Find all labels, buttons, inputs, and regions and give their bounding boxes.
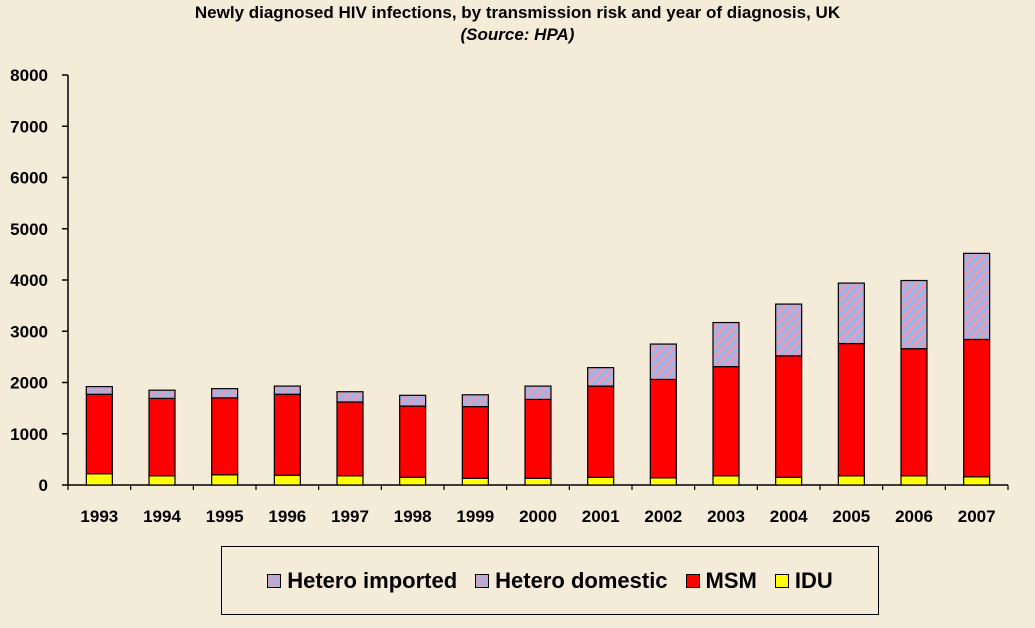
x-tick-label: 1995 bbox=[206, 507, 244, 526]
y-tick-label: 5000 bbox=[10, 220, 48, 239]
chart-subtitle: (Source: HPA) bbox=[460, 25, 575, 44]
bar-msm bbox=[963, 338, 991, 478]
bar-idu bbox=[336, 475, 364, 486]
y-tick-label: 8000 bbox=[10, 66, 48, 85]
y-tick-label: 4000 bbox=[10, 271, 48, 290]
legend-item-hetero-imported: Hetero imported bbox=[267, 568, 457, 594]
y-tick-label: 3000 bbox=[10, 322, 48, 341]
bar-idu bbox=[399, 476, 427, 486]
legend-item-idu: IDU bbox=[774, 567, 833, 594]
bar-idu bbox=[775, 476, 803, 486]
bar-msm bbox=[336, 401, 364, 477]
x-tick-label: 2006 bbox=[895, 507, 933, 526]
x-tick-label: 1997 bbox=[331, 507, 369, 526]
bar-hetero bbox=[837, 282, 865, 345]
y-tick-label: 6000 bbox=[10, 169, 48, 188]
bar-idu bbox=[524, 477, 552, 486]
legend-label: Hetero domestic bbox=[495, 567, 668, 593]
bar-idu bbox=[148, 475, 176, 486]
x-tick-label: 2001 bbox=[582, 507, 620, 526]
y-tick-label: 2000 bbox=[10, 374, 48, 393]
bar-hetero bbox=[85, 386, 113, 395]
x-tick-label: 1998 bbox=[394, 507, 432, 526]
bar-hetero bbox=[211, 388, 239, 399]
bar-idu bbox=[211, 474, 239, 486]
bar-msm bbox=[587, 385, 615, 478]
legend: Hetero imported Hetero domestic MSM IDU bbox=[221, 546, 879, 615]
bar-msm bbox=[837, 342, 865, 477]
legend-swatch-hetero-domestic bbox=[475, 573, 490, 588]
x-tick-label: 2007 bbox=[958, 507, 996, 526]
bar-hetero bbox=[587, 367, 615, 387]
bar-idu bbox=[273, 474, 301, 486]
bar-msm bbox=[712, 366, 740, 477]
bar-hetero bbox=[900, 279, 928, 350]
legend-swatch-idu bbox=[774, 573, 789, 588]
bar-msm bbox=[524, 398, 552, 479]
bar-msm bbox=[273, 393, 301, 476]
bar-hetero bbox=[148, 389, 176, 399]
bar-idu bbox=[649, 477, 677, 486]
bar-hetero bbox=[273, 385, 301, 395]
bar-hetero bbox=[399, 394, 427, 407]
x-tick-label: 2002 bbox=[644, 507, 682, 526]
bar-msm bbox=[85, 393, 113, 475]
y-tick-label: 0 bbox=[39, 476, 48, 495]
bar-msm bbox=[461, 405, 489, 479]
bar-idu bbox=[900, 475, 928, 486]
bar-hetero bbox=[775, 303, 803, 357]
bar-idu bbox=[963, 476, 991, 486]
y-tick-label: 7000 bbox=[10, 117, 48, 136]
bar-hetero bbox=[461, 394, 489, 408]
bar-msm bbox=[211, 397, 239, 476]
bar-msm bbox=[775, 355, 803, 478]
bar-msm bbox=[649, 378, 677, 479]
bar-msm bbox=[399, 405, 427, 478]
x-tick-label: 1993 bbox=[80, 507, 118, 526]
bar-idu bbox=[461, 477, 489, 486]
legend-item-hetero-domestic: Hetero domestic bbox=[475, 567, 668, 594]
legend-swatch-hetero-imported bbox=[267, 573, 282, 588]
bar-hetero bbox=[963, 252, 991, 341]
x-tick-label: 1996 bbox=[268, 507, 306, 526]
bar-idu bbox=[837, 475, 865, 486]
x-tick-label: 2004 bbox=[770, 507, 808, 526]
legend-item-msm: MSM bbox=[685, 567, 757, 594]
bar-msm bbox=[148, 397, 176, 477]
x-tick-label: 1994 bbox=[143, 507, 181, 526]
x-tick-label: 2005 bbox=[832, 507, 870, 526]
y-tick-label: 1000 bbox=[10, 425, 48, 444]
x-tick-label: 1999 bbox=[456, 507, 494, 526]
bar-idu bbox=[587, 476, 615, 486]
bar-hetero bbox=[712, 321, 740, 368]
bar-idu bbox=[85, 473, 113, 486]
bar-hetero bbox=[649, 343, 677, 381]
bar-hetero bbox=[524, 385, 552, 401]
legend-label: IDU bbox=[794, 567, 833, 593]
legend-label: MSM bbox=[705, 567, 757, 593]
bar-idu bbox=[712, 475, 740, 486]
legend-swatch-msm bbox=[685, 573, 700, 588]
chart-title: Newly diagnosed HIV infections, by trans… bbox=[194, 3, 841, 22]
bar-hetero bbox=[336, 391, 364, 403]
legend-label: Hetero imported bbox=[287, 567, 458, 593]
bar-msm bbox=[900, 348, 928, 477]
x-tick-label: 2000 bbox=[519, 507, 557, 526]
x-tick-label: 2003 bbox=[707, 507, 745, 526]
